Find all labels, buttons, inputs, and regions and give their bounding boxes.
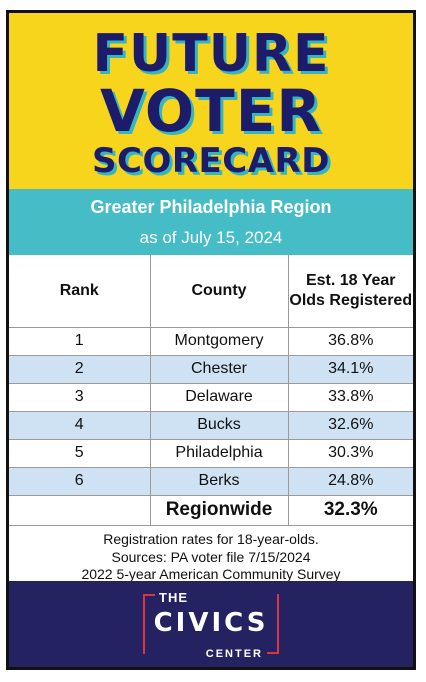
county-cell: Bucks xyxy=(150,411,289,440)
rank-cell: 4 xyxy=(9,411,151,440)
rate-cell: 30.3% xyxy=(288,439,413,468)
logo-center: CENTER xyxy=(205,648,263,660)
county-cell: Berks xyxy=(150,467,289,496)
rank-cell: 1 xyxy=(9,327,151,356)
table-row: 5 Philadelphia 30.3% xyxy=(9,439,413,468)
rate-cell: 33.8% xyxy=(288,383,413,412)
region-date: as of July 15, 2024 xyxy=(139,227,283,247)
logo-civics: CIVICS xyxy=(153,608,269,638)
title-line-voter: VOTER xyxy=(99,77,323,145)
region-banner: Greater Philadelphia Region as of July 1… xyxy=(9,189,413,255)
footer: THE CIVICS CENTER xyxy=(9,581,413,667)
column-header-registered: Est. 18 Year Olds Registered xyxy=(288,255,413,328)
source-notes: Registration rates for 18-year-olds. Sou… xyxy=(9,526,413,590)
scorecard-table: Rank County Est. 18 Year Olds Registered… xyxy=(9,255,413,526)
region-title: Greater Philadelphia Region xyxy=(90,196,332,217)
civics-center-logo: THE CIVICS CENTER xyxy=(143,590,279,660)
rank-cell: 5 xyxy=(9,439,151,468)
county-cell: Philadelphia xyxy=(150,439,289,468)
table-row: 1 Montgomery 36.8% xyxy=(9,327,413,356)
regionwide-rate: 32.3% xyxy=(288,495,413,526)
table-row: 3 Delaware 33.8% xyxy=(9,383,413,412)
title-banner: FUTURE VOTER SCORECARD xyxy=(9,13,413,189)
regionwide-row: Regionwide 32.3% xyxy=(9,495,413,526)
rate-cell: 34.1% xyxy=(288,355,413,384)
rate-cell: 36.8% xyxy=(288,327,413,356)
regionwide-label: Regionwide xyxy=(150,495,289,526)
column-header-rank: Rank xyxy=(9,255,151,328)
note-line: 2022 5-year American Community Survey xyxy=(81,566,341,583)
county-cell: Delaware xyxy=(150,383,289,412)
rate-cell: 32.6% xyxy=(288,411,413,440)
note-line: Sources: PA voter file 7/15/2024 xyxy=(111,548,311,565)
empty-rank-cell xyxy=(9,495,151,526)
table-header-row: Rank County Est. 18 Year Olds Registered xyxy=(9,255,413,328)
scorecard: FUTURE VOTER SCORECARD Greater Philadelp… xyxy=(6,10,416,670)
table-row: 2 Chester 34.1% xyxy=(9,355,413,384)
rank-cell: 2 xyxy=(9,355,151,384)
title-line-scorecard: SCORECARD xyxy=(92,141,330,181)
table-row: 4 Bucks 32.6% xyxy=(9,411,413,440)
rate-cell: 24.8% xyxy=(288,467,413,496)
rank-cell: 6 xyxy=(9,467,151,496)
column-header-county: County xyxy=(150,255,289,328)
rank-cell: 3 xyxy=(9,383,151,412)
county-cell: Chester xyxy=(150,355,289,384)
logo-the: THE xyxy=(159,590,188,605)
table-row: 6 Berks 24.8% xyxy=(9,467,413,496)
title-line-future: FUTURE xyxy=(92,24,330,84)
note-line: Registration rates for 18-year-olds. xyxy=(103,531,319,548)
county-cell: Montgomery xyxy=(150,327,289,356)
